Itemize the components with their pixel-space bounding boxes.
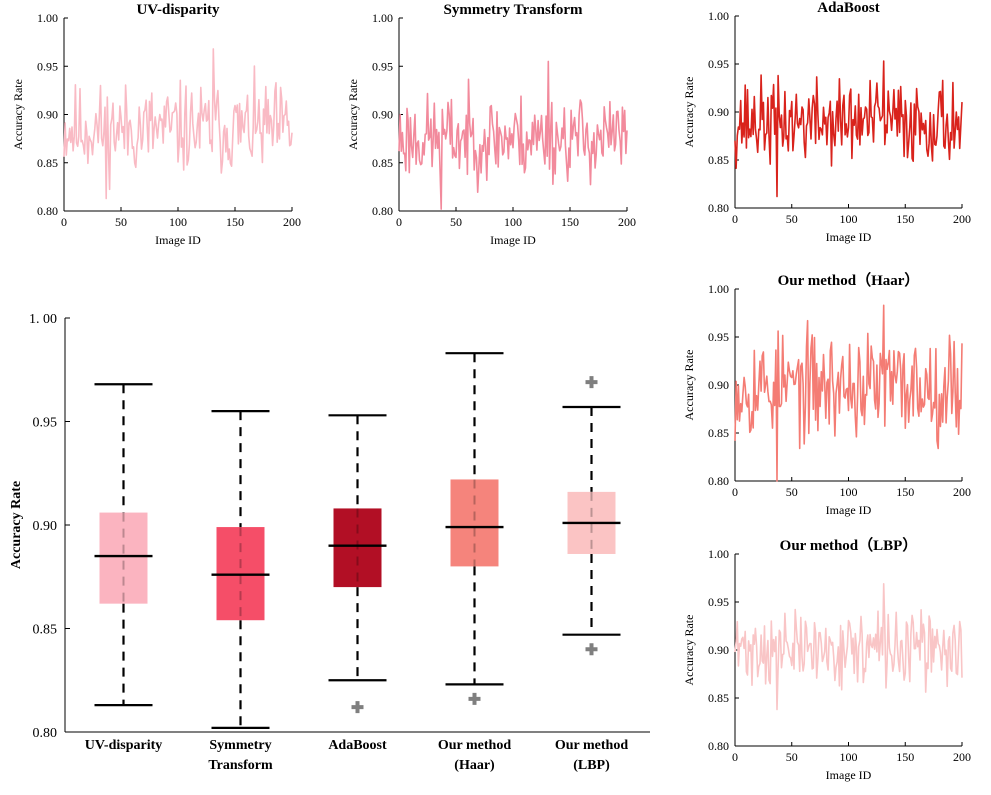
sym-ytick-label: 0.85: [372, 156, 393, 170]
sym-ytick-label: 0.90: [372, 108, 393, 122]
ada-ylabel: Accuracy Rate: [682, 77, 696, 148]
uv-ylabel: Accuracy Rate: [11, 79, 25, 150]
ada-ytick-label: 0.85: [708, 153, 729, 167]
ada-ytick-label: 0.95: [708, 57, 729, 71]
ada-xtick-label: 200: [953, 212, 971, 226]
box-category-label: AdaBoost: [328, 738, 387, 753]
haar-xtick-label: 100: [840, 485, 858, 499]
sym-series-line: [398, 60, 628, 210]
ada-ytick-label: 1.00: [708, 9, 729, 23]
box-category-label: UV-disparity: [85, 738, 163, 753]
uv-xtick-label: 0: [61, 215, 67, 229]
sym-xtick-label: 200: [618, 215, 636, 229]
haar-title: Our method（Haar）: [778, 271, 920, 289]
lbp-xtick-label: 50: [786, 750, 798, 764]
ada-xtick-label: 0: [732, 212, 738, 226]
box-category-label: Symmetry: [209, 738, 271, 753]
lbp-xtick-label: 0: [732, 750, 738, 764]
uv-xtick-label: 100: [169, 215, 187, 229]
lbp-ytick-label: 0.85: [708, 691, 729, 705]
uv-title: UV-disparity: [136, 2, 220, 18]
sym-ylabel: Accuracy Rate: [346, 79, 360, 150]
haar-ytick-label: 0.80: [708, 474, 729, 488]
ada-xtick-label: 150: [896, 212, 914, 226]
box-ytick-label: 0.95: [33, 416, 58, 431]
haar-series-line: [734, 304, 963, 482]
lbp-ytick-label: 0.80: [708, 739, 729, 753]
lbp-xtick-label: 100: [840, 750, 858, 764]
box-category-label: Our method: [438, 738, 511, 753]
box-iqr: [99, 512, 148, 604]
lbp-series-line: [734, 583, 963, 711]
sym-xtick-label: 50: [450, 215, 462, 229]
box-ylabel: Accuracy Rate: [9, 481, 24, 569]
uv-ytick-label: 0.80: [37, 204, 58, 218]
uv-ytick-label: 0.90: [37, 108, 58, 122]
box-4: [562, 376, 621, 656]
box-ytick-label: 0.80: [33, 726, 58, 741]
lbp-xlabel: Image ID: [826, 768, 872, 782]
box-0: [94, 383, 153, 707]
box-category-label: (LBP): [573, 758, 610, 773]
ada-xtick-label: 100: [840, 212, 858, 226]
box-3: [445, 352, 504, 705]
sym-xtick-label: 100: [504, 215, 522, 229]
box-category-label: Transform: [208, 758, 273, 773]
sym-title: Symmetry Transform: [444, 2, 584, 18]
box-outlier: [585, 376, 598, 389]
ada-xlabel: Image ID: [826, 230, 872, 244]
haar-xlabel: Image ID: [826, 503, 872, 517]
haar-xtick-label: 200: [953, 485, 971, 499]
sym-ytick-label: 0.95: [372, 59, 393, 73]
ada-title: AdaBoost: [817, 0, 880, 16]
box-outlier: [585, 643, 598, 656]
box-2: [328, 414, 387, 714]
haar-ytick-label: 0.90: [708, 378, 729, 392]
haar-ytick-label: 1.00: [708, 282, 729, 296]
haar-ytick-label: 0.85: [708, 426, 729, 440]
uv-ytick-label: 0.85: [37, 156, 58, 170]
box-ytick-label: 1. 00: [29, 312, 57, 327]
box-outlier: [351, 701, 364, 714]
sym-xtick-label: 150: [561, 215, 579, 229]
lbp-xtick-label: 200: [953, 750, 971, 764]
box-outlier: [468, 692, 481, 705]
lbp-ytick-label: 1.00: [708, 547, 729, 561]
box-category-label: Our method: [555, 738, 628, 753]
uv-ytick-label: 0.95: [37, 59, 58, 73]
uv-series-line: [63, 48, 293, 200]
sym-ytick-label: 0.80: [372, 204, 393, 218]
box-1: [211, 410, 270, 729]
box-ytick-label: 0.85: [33, 623, 58, 638]
haar-xtick-label: 50: [786, 485, 798, 499]
ada-series-line: [734, 60, 963, 198]
ada-xtick-label: 50: [786, 212, 798, 226]
sym-xlabel: Image ID: [490, 233, 536, 247]
lbp-ytick-label: 0.95: [708, 595, 729, 609]
lbp-ytick-label: 0.90: [708, 643, 729, 657]
uv-ytick-label: 1.00: [37, 11, 58, 25]
lbp-ylabel: Accuracy Rate: [682, 615, 696, 686]
box-iqr: [333, 508, 382, 588]
ada-ytick-label: 0.80: [708, 201, 729, 215]
haar-ylabel: Accuracy Rate: [682, 350, 696, 421]
uv-xtick-label: 50: [115, 215, 127, 229]
haar-xtick-label: 150: [896, 485, 914, 499]
uv-xtick-label: 150: [226, 215, 244, 229]
lbp-title: Our method（LBP）: [780, 536, 918, 554]
sym-xtick-label: 0: [396, 215, 402, 229]
box-ytick-label: 0.90: [33, 519, 58, 534]
sym-ytick-label: 1.00: [372, 11, 393, 25]
haar-ytick-label: 0.95: [708, 330, 729, 344]
uv-xtick-label: 200: [283, 215, 301, 229]
ada-ytick-label: 0.90: [708, 105, 729, 119]
box-iqr: [450, 479, 499, 567]
haar-xtick-label: 0: [732, 485, 738, 499]
uv-xlabel: Image ID: [155, 233, 201, 247]
box-category-label: (Haar): [454, 758, 495, 773]
lbp-xtick-label: 150: [896, 750, 914, 764]
